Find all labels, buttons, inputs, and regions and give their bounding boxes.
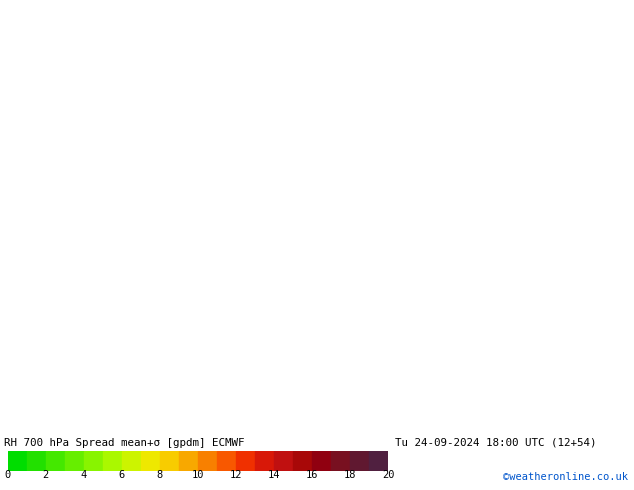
Bar: [46, 451, 65, 471]
Bar: [293, 451, 312, 471]
Bar: [217, 451, 236, 471]
Bar: [160, 451, 179, 471]
Text: 8: 8: [157, 470, 163, 480]
Text: 2: 2: [42, 470, 49, 480]
Bar: [8, 451, 27, 471]
Bar: [198, 451, 217, 471]
Text: Tu 24-09-2024 18:00 UTC (12+54): Tu 24-09-2024 18:00 UTC (12+54): [395, 438, 597, 448]
Bar: [84, 451, 103, 471]
Text: 10: 10: [191, 470, 204, 480]
Text: 0: 0: [4, 470, 11, 480]
Bar: [274, 451, 293, 471]
Text: ©weatheronline.co.uk: ©weatheronline.co.uk: [503, 472, 628, 482]
Bar: [27, 451, 46, 471]
Bar: [65, 451, 84, 471]
Text: 18: 18: [344, 470, 356, 480]
Text: RH 700 hPa Spread mean+σ [gpdm] ECMWF: RH 700 hPa Spread mean+σ [gpdm] ECMWF: [4, 438, 245, 448]
Bar: [369, 451, 388, 471]
Bar: [141, 451, 160, 471]
Text: 4: 4: [81, 470, 87, 480]
Bar: [255, 451, 274, 471]
Text: 20: 20: [382, 470, 394, 480]
Bar: [122, 451, 141, 471]
Bar: [179, 451, 198, 471]
Bar: [331, 451, 350, 471]
Text: 6: 6: [119, 470, 125, 480]
Text: 14: 14: [268, 470, 280, 480]
Bar: [236, 451, 255, 471]
Bar: [312, 451, 331, 471]
Bar: [103, 451, 122, 471]
Bar: [350, 451, 369, 471]
Text: 12: 12: [230, 470, 242, 480]
Text: 16: 16: [306, 470, 318, 480]
